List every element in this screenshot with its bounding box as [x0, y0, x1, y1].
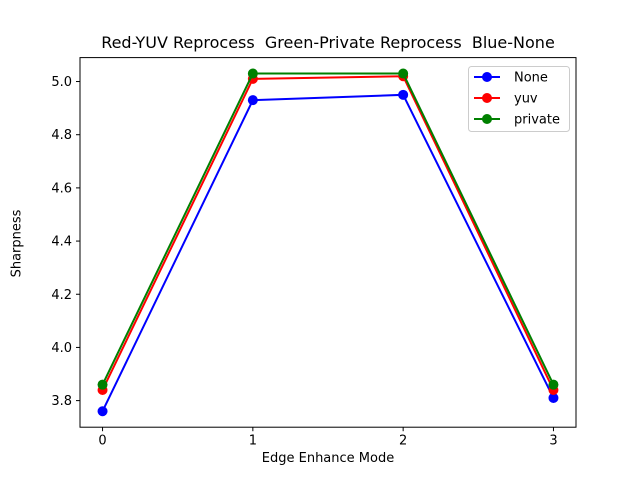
legend-label: private [514, 113, 560, 128]
y-tick-label: 4.0 [51, 341, 72, 356]
legend-marker [482, 114, 492, 124]
data-point-private-x0 [97, 379, 108, 390]
y-tick-label: 5.0 [51, 75, 72, 90]
y-tick-label: 4.2 [51, 288, 72, 303]
x-tick-label: 1 [249, 434, 257, 449]
data-point-None-x2 [398, 89, 409, 100]
y-tick-label: 4.4 [51, 235, 72, 250]
data-point-private-x1 [247, 68, 258, 79]
legend-marker [482, 93, 492, 103]
data-point-private-x3 [548, 379, 559, 390]
data-point-private-x2 [398, 68, 409, 79]
legend-marker [482, 72, 492, 82]
data-point-None-x3 [548, 392, 559, 403]
x-tick-label: 3 [549, 434, 557, 449]
x-tick-label: 0 [98, 434, 106, 449]
legend-label: None [514, 71, 548, 86]
y-tick-label: 4.6 [51, 181, 72, 196]
data-point-None-x0 [97, 406, 108, 417]
x-axis-label: Edge Enhance Mode [261, 451, 395, 466]
legend-label: yuv [514, 92, 538, 107]
series-line-yuv [101, 75, 555, 391]
data-point-None-x1 [247, 95, 258, 106]
plot-border [79, 57, 577, 428]
series-line-private [101, 72, 555, 386]
y-tick-label: 4.8 [51, 128, 72, 143]
chart-title: Red-YUV Reprocess Green-Private Reproces… [101, 33, 555, 52]
series-line-None [101, 93, 555, 412]
y-tick-label: 3.8 [51, 394, 72, 409]
x-tick-label: 2 [399, 434, 407, 449]
legend-box [468, 66, 570, 132]
